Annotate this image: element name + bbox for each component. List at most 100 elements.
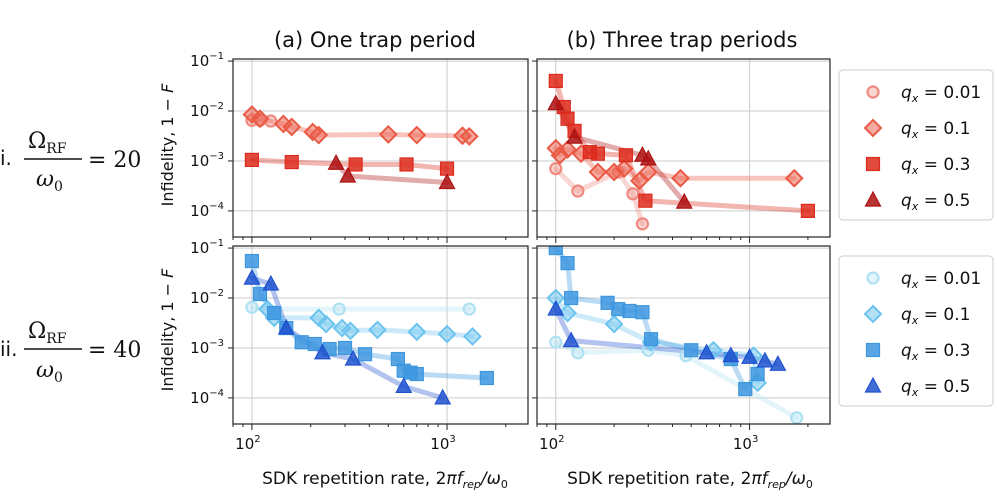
data-point-qx-0.01 (790, 411, 804, 424)
y-tick-label-0: 10−1 (190, 238, 224, 257)
data-point-qx-0.01 (571, 346, 585, 360)
data-point-qx-0.01 (571, 184, 585, 198)
data-point-qx-0.1 (309, 125, 329, 145)
data-point-qx-0.5 (395, 377, 413, 393)
data-point-qx-0.1 (407, 125, 427, 145)
legend-1: qx = 0.01 qx = 0.1 qx = 0.3 qx = 0.5 (838, 255, 994, 407)
data-point-qx-0.3 (244, 253, 260, 269)
data-point-qx-0.5 (313, 343, 331, 360)
row-label-2-den: ω (36, 358, 54, 383)
panel-frame (536, 58, 831, 238)
data-point-qx-0.1 (282, 117, 302, 137)
data-point-qx-0.3 (560, 111, 575, 126)
row-label-2-eq: = 40 (88, 338, 141, 363)
data-point-qx-0.3 (635, 305, 650, 320)
data-point-qx-0.3 (622, 303, 637, 319)
legend-frame (838, 255, 994, 407)
x-axis-label-b: SDK repetition rate, 2πfrep/ω0 (567, 469, 813, 491)
data-point-qx-0.1 (784, 168, 804, 188)
legend-label-3: qx = 0.5 (901, 191, 970, 213)
x-tick-label-1: 103 (733, 434, 758, 453)
legend-label-1: qx = 0.1 (901, 305, 970, 327)
legend-label-2: qx = 0.3 (901, 155, 970, 177)
legend-label-0: qx = 0.01 (901, 83, 981, 105)
y-tick-label-3: 10−4 (190, 388, 224, 407)
row-label-1-num: Ω (28, 129, 46, 154)
x-axis-label-b-sub: rep (768, 478, 786, 491)
y-axis-label-bottom-text: Infidelity, 1 − (158, 278, 177, 392)
legend-marker-triangle (864, 190, 882, 207)
data-point-qx-0.3 (348, 157, 363, 172)
legend-marker-diamond (863, 118, 883, 138)
panel-1-1: 102 103 (532, 245, 831, 453)
data-point-qx-0.1 (242, 105, 262, 124)
data-point-qx-0.3 (548, 73, 563, 89)
col-title-b: (b) Three trap periods (567, 28, 798, 52)
row-label-1-den-sub: 0 (54, 179, 63, 195)
data-point-qx-0.5 (327, 153, 345, 170)
data-point-qx-0.1 (638, 162, 658, 182)
data-point-qx-0.3 (399, 157, 414, 172)
x-axis-label-b-symbol: πf (751, 469, 770, 489)
data-point-qx-0.1 (316, 314, 336, 334)
data-point-qx-0.1 (368, 320, 387, 340)
y-axis-label-top: Infidelity, 1 − F (158, 83, 177, 207)
series-group (546, 73, 816, 231)
legend-frame (838, 69, 994, 221)
data-point-qx-0.5 (741, 348, 759, 364)
legend-label-1: qx = 0.1 (901, 119, 970, 141)
y-tick-label-1: 10−2 (190, 288, 224, 307)
data-point-qx-0.5 (756, 351, 774, 368)
x-tick-label-0: 102 (235, 434, 260, 453)
legend-label-0: qx = 0.01 (901, 269, 981, 291)
data-point-qx-0.3 (590, 146, 606, 161)
row-label-1-prefix: i. (0, 146, 12, 170)
data-point-qx-0.1 (604, 314, 624, 334)
y-tick-label-0: 10−1 (190, 51, 224, 70)
x-axis-label-a-symbol: πf (446, 469, 465, 489)
data-point-qx-0.5 (277, 318, 295, 335)
data-point-qx-0.5 (722, 346, 740, 363)
legend-marker-triangle (864, 376, 882, 393)
data-point-qx-0.3 (294, 335, 309, 350)
series-group (242, 105, 479, 190)
data-point-qx-0.3 (684, 343, 699, 358)
data-point-qx-0.5 (547, 299, 565, 316)
data-point-qx-0.3 (244, 152, 260, 167)
data-point-qx-0.5 (339, 166, 357, 183)
series-line-qx-0.01 (553, 339, 800, 421)
panel-0-0: 10−1 10−2 10−3 10−4 (190, 51, 529, 243)
data-point-qx-0.3 (307, 336, 322, 352)
panel-frame (232, 58, 529, 238)
data-point-qx-0.3 (800, 203, 816, 218)
x-axis-label-a-tail: /ω (479, 469, 501, 489)
data-point-qx-0.1 (558, 303, 577, 323)
data-point-qx-0.3 (564, 290, 579, 306)
data-point-qx-0.1 (250, 109, 270, 129)
legend-marker-circle (866, 85, 880, 99)
data-point-qx-0.1 (588, 162, 608, 182)
legend-marker-square (865, 342, 881, 358)
panel-frame (232, 245, 529, 425)
data-point-qx-0.3 (357, 347, 373, 362)
data-point-qx-0.01 (245, 300, 259, 314)
data-point-qx-0.1 (671, 168, 690, 188)
data-point-qx-0.1 (459, 126, 479, 146)
legend-label-3: qx = 0.5 (901, 377, 970, 399)
x-axis-label-a: SDK repetition rate, 2πfrep/ω0 (262, 469, 508, 491)
data-point-qx-0.5 (344, 349, 362, 366)
row-label-2-prefix: ii. (0, 337, 17, 361)
data-point-qx-0.1 (407, 322, 427, 342)
x-axis-label-b-tail: /ω (784, 469, 806, 489)
series-line-qx-0.01 (249, 304, 472, 312)
data-point-qx-0.01 (635, 217, 650, 231)
data-point-qx-0.3 (738, 381, 753, 397)
y-tick-label-2: 10−3 (190, 151, 224, 170)
svg-text:ΩRF: ΩRF (28, 319, 67, 347)
data-point-qx-0.5 (547, 94, 565, 111)
x-axis-label-a-tail-sub: 0 (501, 478, 508, 491)
data-point-qx-0.01 (332, 302, 346, 316)
legends: qx = 0.01 qx = 0.1 qx = 0.3 qx = 0.5 qx = 0.… (838, 69, 994, 407)
x-axis-label-a-text: SDK repetition rate, 2 (262, 469, 446, 489)
